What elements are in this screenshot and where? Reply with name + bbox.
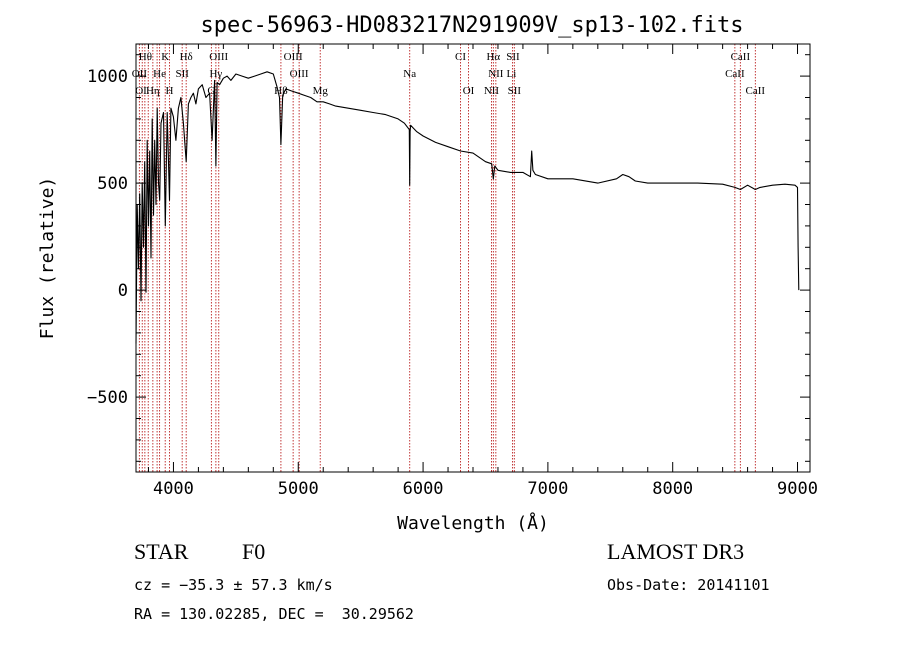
line-label: OI bbox=[463, 85, 475, 97]
line-label: OIII bbox=[209, 51, 228, 63]
x-axis-ticks: 4000 5000 6000 7000 8000 9000 bbox=[147, 44, 818, 499]
reference-lines bbox=[138, 44, 756, 472]
line-labels: Hθ K Hδ OIII OIII CI Hα SII CaII OII He SII Hγ OIII Na… bbox=[132, 51, 766, 97]
line-label: CaII bbox=[725, 68, 745, 80]
object-class: STAR bbox=[134, 539, 189, 564]
line-label: Hθ bbox=[139, 51, 152, 63]
line-label: Hβ bbox=[274, 85, 288, 97]
x-tick-label: 6000 bbox=[403, 479, 444, 499]
line-label: K bbox=[161, 51, 169, 63]
chart-title: spec-56963-HD083217N291909V_sp13-102.fit… bbox=[200, 13, 743, 38]
y-axis-ticks: −500 0 500 1000 bbox=[87, 54, 810, 462]
line-label: Hα bbox=[486, 51, 500, 63]
line-label: SII bbox=[175, 68, 189, 80]
line-label: SII bbox=[506, 51, 520, 63]
spectrum-line bbox=[135, 71, 800, 344]
line-label: H bbox=[165, 85, 173, 97]
plot-area: Hθ K Hδ OIII OIII CI Hα SII CaII OII He SII Hγ OIII Na… bbox=[87, 43, 818, 499]
line-label: CaII bbox=[731, 51, 751, 63]
line-label: CaII bbox=[746, 85, 766, 97]
y-axis-label: Flux (relative) bbox=[37, 177, 58, 340]
x-tick-label: 8000 bbox=[652, 479, 693, 499]
x-axis-label: Wavelength (Å) bbox=[397, 512, 549, 534]
line-label: Hγ bbox=[209, 68, 222, 80]
line-label: He bbox=[153, 68, 166, 80]
line-label: OIII bbox=[284, 51, 303, 63]
plot-frame bbox=[135, 43, 811, 473]
line-label: NII bbox=[484, 85, 500, 97]
x-tick-label: 4000 bbox=[153, 479, 194, 499]
line-label: OIII bbox=[290, 68, 309, 80]
y-tick-label: 0 bbox=[118, 281, 128, 301]
line-label: SII bbox=[508, 85, 522, 97]
y-tick-label: 1000 bbox=[87, 67, 128, 87]
x-tick-label: 9000 bbox=[777, 479, 818, 499]
line-label: NII bbox=[488, 68, 504, 80]
coordinates-text: RA = 130.02285, DEC = 30.29562 bbox=[134, 605, 414, 623]
y-tick-label: −500 bbox=[87, 388, 128, 408]
obs-date: Obs-Date: 20141101 bbox=[607, 576, 770, 594]
line-label: Mg bbox=[313, 85, 329, 97]
spectrum-series bbox=[135, 71, 800, 344]
line-label: OII bbox=[132, 68, 148, 80]
object-subclass: F0 bbox=[242, 539, 265, 564]
y-tick-label: 500 bbox=[97, 174, 128, 194]
line-label: Hδ bbox=[180, 51, 193, 63]
line-label: Hη bbox=[146, 85, 160, 97]
x-tick-label: 7000 bbox=[527, 479, 568, 499]
redshift-text: cz = −35.3 ± 57.3 km/s bbox=[134, 576, 333, 594]
survey-name: LAMOST DR3 bbox=[607, 539, 744, 564]
line-label: Li bbox=[507, 68, 517, 80]
line-label: CI bbox=[455, 51, 466, 63]
x-tick-label: 5000 bbox=[278, 479, 319, 499]
line-label: Na bbox=[403, 68, 416, 80]
line-label: G bbox=[207, 85, 215, 97]
line-label: OI bbox=[135, 85, 147, 97]
